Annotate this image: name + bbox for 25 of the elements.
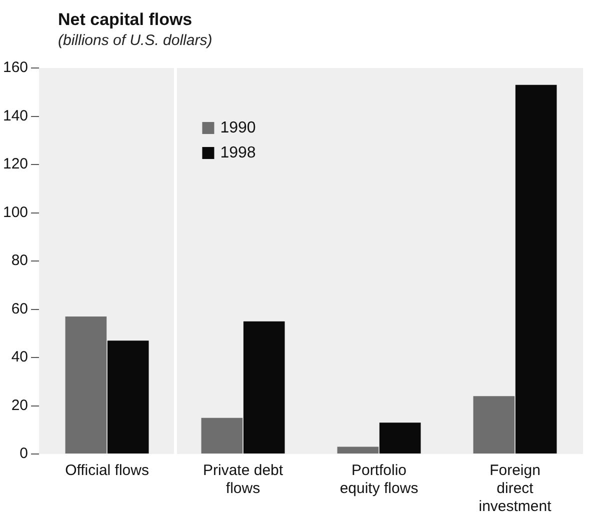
x-tick-label: Portfolio equity flows bbox=[340, 462, 418, 498]
legend-label: 1990 bbox=[220, 119, 256, 136]
bar bbox=[379, 422, 421, 454]
bar bbox=[201, 418, 243, 454]
y-tick-label: 120 bbox=[2, 156, 28, 173]
x-tick-label: Private debt flows bbox=[202, 462, 284, 498]
y-tick-label: 80 bbox=[11, 252, 28, 270]
bar bbox=[107, 340, 149, 454]
bar bbox=[515, 84, 557, 454]
legend-label: 1998 bbox=[220, 144, 256, 162]
bar bbox=[473, 396, 515, 454]
y-tick-label: 20 bbox=[11, 396, 28, 414]
y-tick-label: 60 bbox=[11, 300, 28, 318]
y-tick-label: 100 bbox=[2, 204, 28, 221]
bar bbox=[337, 446, 379, 454]
bar bbox=[243, 321, 285, 454]
x-tick-label: Official flows bbox=[65, 462, 149, 480]
y-tick-label: 140 bbox=[2, 107, 28, 124]
bar bbox=[65, 316, 107, 454]
chart-subtitle: (billions of U.S. dollars) bbox=[58, 32, 212, 49]
y-tick-label: 160 bbox=[2, 59, 28, 76]
x-tick-label: Foreign direct investment bbox=[478, 462, 552, 516]
y-tick-label: 0 bbox=[20, 445, 28, 462]
chart-title: Net capital flows bbox=[58, 10, 192, 30]
y-tick-label: 40 bbox=[11, 348, 28, 366]
